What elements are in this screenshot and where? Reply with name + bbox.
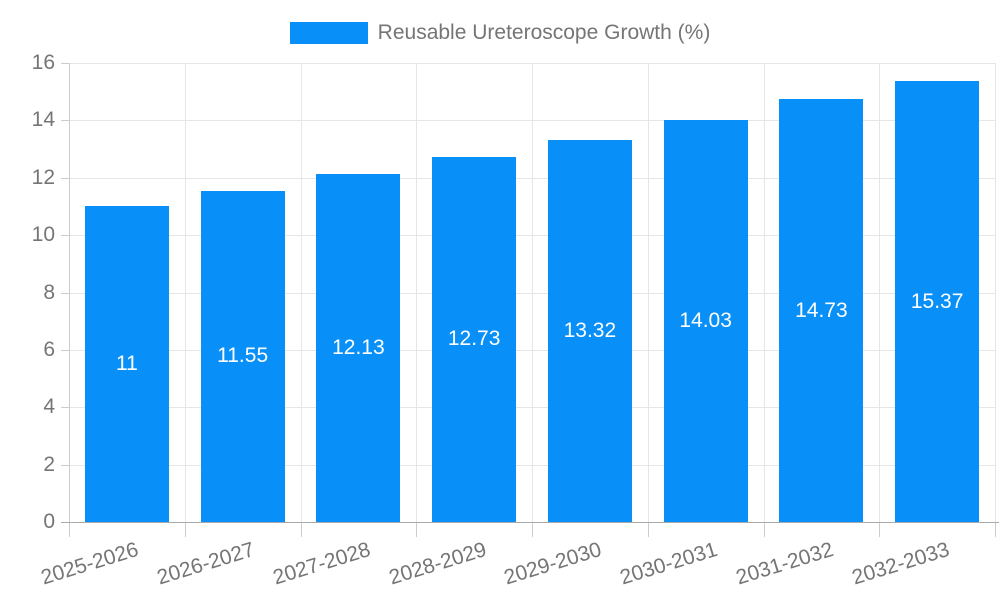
y-tick-label: 0	[43, 510, 55, 533]
y-tick-label: 8	[43, 280, 55, 304]
x-tick-label: 2032-2033	[849, 538, 952, 590]
x-axis-tick	[995, 522, 996, 537]
x-tick-label: 2027-2028	[270, 538, 374, 590]
x-axis-tick	[300, 522, 302, 537]
bar-value-label: 11.55	[217, 344, 269, 368]
y-tick-label: 6	[43, 337, 55, 361]
bar[interactable]	[547, 139, 632, 522]
x-tick-label: 2028-2029	[386, 538, 489, 590]
x-axis-tick	[416, 522, 418, 537]
bar[interactable]	[84, 206, 169, 522]
y-axis-tick	[61, 63, 69, 64]
y-tick-label: 4	[43, 395, 55, 419]
y-tick-label: 16	[31, 51, 55, 74]
bar-value-label: 12.73	[447, 327, 501, 351]
y-axis-tick	[61, 349, 69, 351]
gridline-vertical	[647, 63, 649, 522]
gridline-vertical	[532, 63, 533, 522]
y-tick-label: 10	[31, 223, 55, 247]
bar-value-label: 14.73	[795, 298, 848, 322]
x-tick-label: 2025-2026	[38, 538, 142, 590]
y-axis-tick	[61, 464, 69, 466]
gridline-vertical	[300, 63, 302, 522]
bar[interactable]	[316, 174, 401, 522]
gridline-vertical	[879, 63, 881, 522]
y-tick-label: 14	[31, 108, 55, 132]
x-axis-tick	[532, 522, 533, 537]
bar[interactable]	[779, 99, 864, 522]
y-axis-tick	[61, 235, 69, 237]
gridline-vertical	[763, 63, 765, 522]
gridline-vertical	[184, 63, 186, 522]
bar[interactable]	[895, 81, 980, 522]
y-axis-tick	[61, 177, 69, 179]
x-tick-label: 2029-2030	[501, 538, 605, 590]
gridline-vertical	[416, 63, 418, 522]
bar-value-label: 15.37	[910, 289, 964, 313]
x-axis-tick	[184, 522, 186, 537]
bar-value-label: 12.13	[332, 336, 385, 359]
x-tick-label: 2031-2032	[733, 538, 837, 590]
bar[interactable]	[663, 119, 748, 522]
y-axis-tick	[61, 120, 69, 122]
y-tick-label: 12	[31, 165, 55, 189]
y-tick-label: 2	[43, 452, 55, 476]
bar-value-label: 11	[115, 352, 138, 376]
bar-value-label: 13.32	[563, 318, 617, 342]
x-axis-tick	[69, 522, 70, 537]
x-axis-line	[61, 522, 999, 523]
x-axis-tick	[879, 522, 881, 537]
x-tick-label: 2030-2031	[617, 538, 721, 590]
y-axis-tick	[61, 292, 69, 294]
bar[interactable]	[432, 156, 517, 522]
gridline-vertical	[995, 63, 996, 522]
bar[interactable]	[200, 190, 285, 522]
x-axis-tick	[763, 522, 765, 537]
x-axis-tick	[647, 522, 649, 537]
legend[interactable]: Reusable Ureteroscope Growth (%)	[0, 20, 1000, 46]
gridline-vertical	[69, 63, 70, 522]
legend-swatch	[289, 22, 368, 44]
legend-label: Reusable Ureteroscope Growth (%)	[377, 21, 711, 44]
x-tick-label: 2026-2027	[154, 538, 258, 590]
bar-value-label: 14.03	[679, 308, 732, 332]
y-axis-tick	[61, 407, 69, 409]
